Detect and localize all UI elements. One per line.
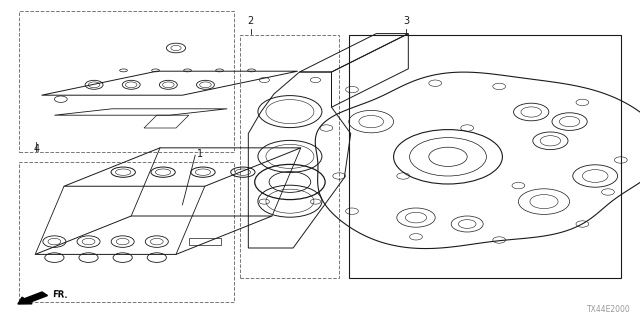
Text: 1: 1 — [196, 148, 203, 159]
FancyArrow shape — [18, 292, 47, 304]
Text: TX44E2000: TX44E2000 — [587, 305, 630, 314]
Text: 3: 3 — [403, 16, 410, 26]
Bar — [240, 35, 339, 278]
Text: 2: 2 — [248, 16, 254, 26]
Text: 4: 4 — [33, 144, 40, 154]
Bar — [349, 35, 621, 278]
Bar — [19, 11, 234, 152]
Bar — [19, 162, 234, 302]
Text: FR.: FR. — [52, 290, 68, 300]
